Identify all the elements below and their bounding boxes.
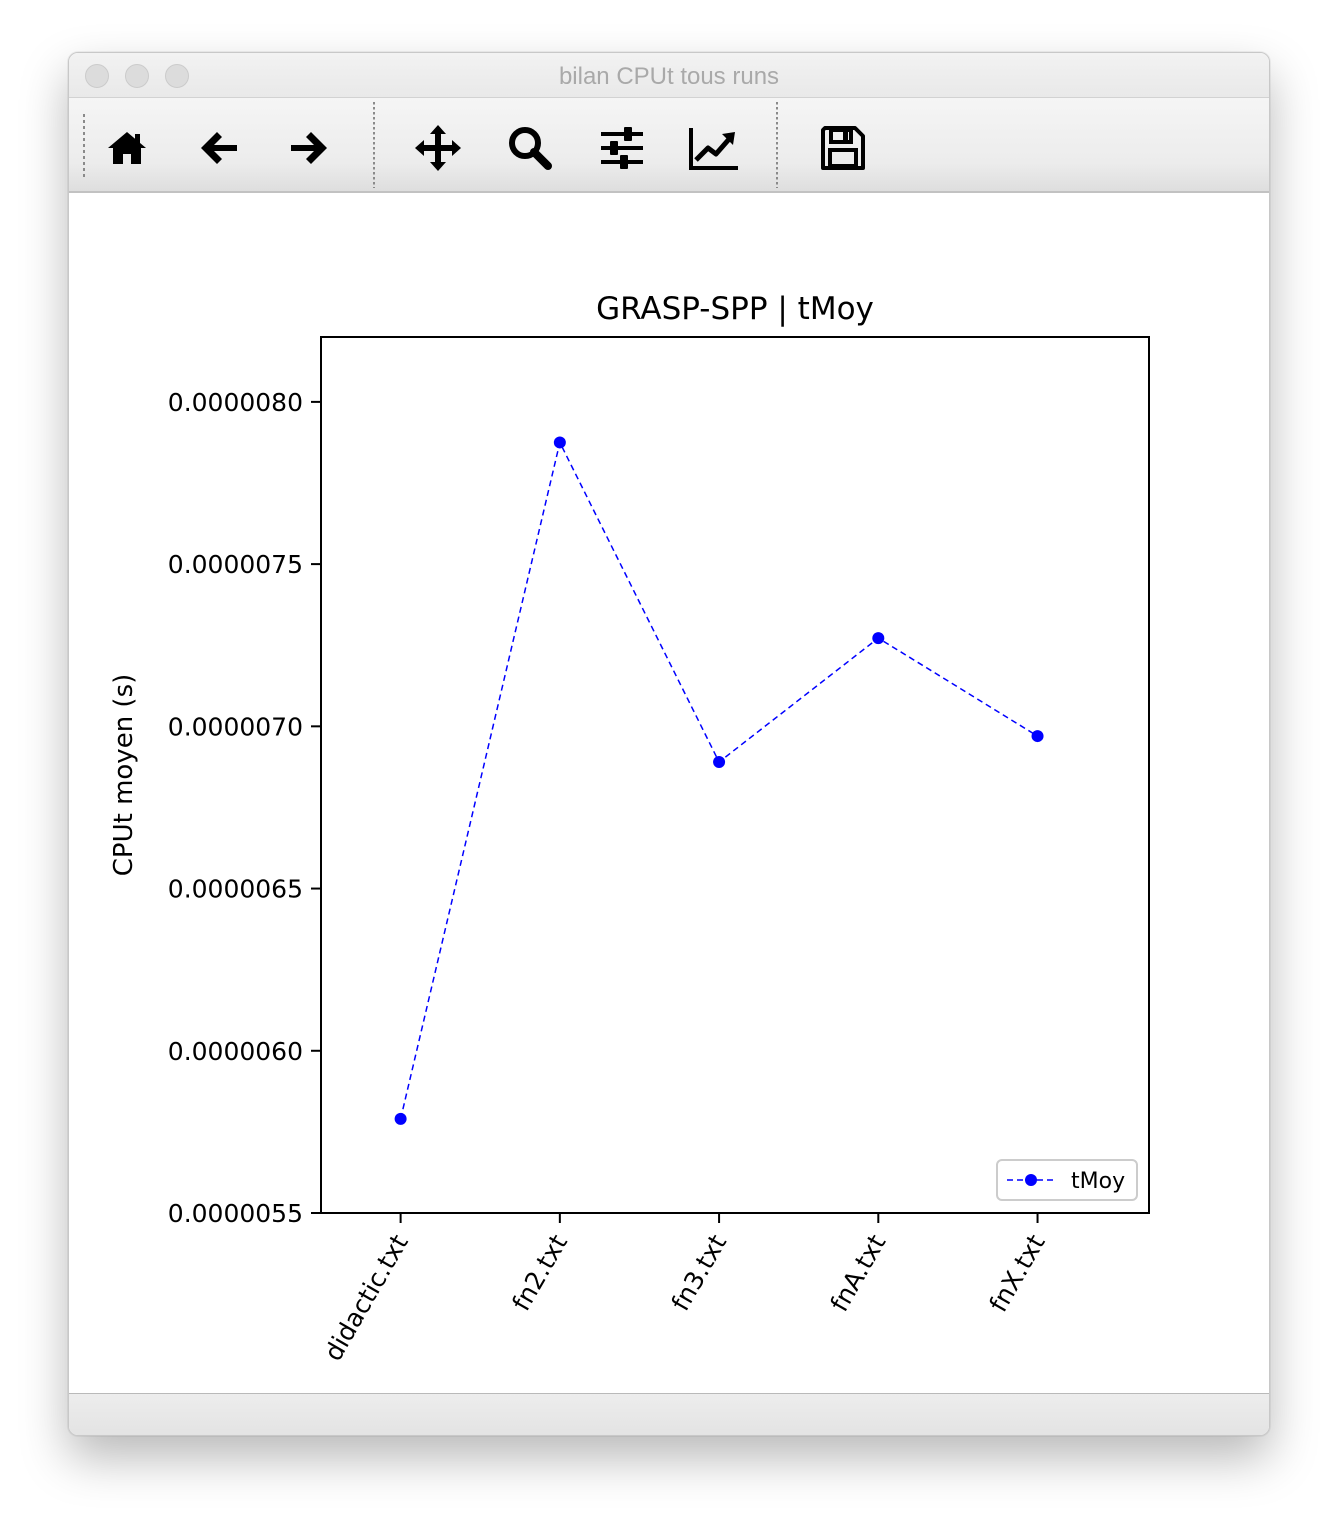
back-button[interactable] [193, 122, 245, 174]
x-axis: didactic.txt fn2.txt fn3.txt fnA.txt fnX.txt [318, 1213, 1051, 1366]
plot-area [321, 337, 1149, 1213]
navigation-toolbar [69, 98, 1269, 193]
configure-subplots-button[interactable] [596, 122, 648, 174]
y-tick-label: 0.0000080 [168, 388, 303, 417]
data-point [713, 756, 726, 769]
x-tick-label: fn2.txt [506, 1229, 573, 1315]
data-point [1031, 730, 1044, 743]
toolbar-grip[interactable] [83, 114, 85, 178]
title-bar: bilan CPUt tous runs [69, 53, 1269, 98]
y-axis: 0.0000055 0.0000060 0.0000065 0.0000070 0.00… [168, 388, 321, 1228]
zoom-window-button[interactable] [165, 64, 189, 88]
home-icon [108, 132, 146, 164]
arrow-right-icon [291, 132, 327, 164]
legend: tMoy [996, 1159, 1138, 1201]
close-window-button[interactable] [85, 64, 109, 88]
y-tick-label: 0.0000070 [168, 712, 303, 741]
y-tick-label: 0.0000060 [168, 1037, 303, 1066]
x-tick-label: fnA.txt [825, 1229, 892, 1316]
data-point [394, 1112, 407, 1125]
chart-title: GRASP-SPP | tMoy [596, 291, 874, 327]
search-icon [509, 127, 552, 170]
move-icon [415, 125, 461, 171]
y-tick-label: 0.0000065 [168, 875, 303, 904]
zoom-button[interactable] [504, 122, 556, 174]
data-point [872, 632, 885, 645]
legend-entry: tMoy [1071, 1169, 1125, 1194]
y-tick-label: 0.0000075 [168, 550, 303, 579]
floppy-disk-icon [821, 126, 865, 170]
legend-box [996, 1159, 1138, 1201]
status-bar [69, 1393, 1269, 1435]
edit-axis-button[interactable] [688, 122, 740, 174]
app-window: bilan CPUt tous runs [68, 52, 1270, 1436]
sliders-icon [601, 127, 643, 169]
y-tick-label: 0.0000055 [168, 1199, 303, 1228]
legend-marker [1025, 1174, 1037, 1186]
pan-button[interactable] [412, 122, 464, 174]
x-tick-label: fnX.txt [984, 1229, 1051, 1317]
forward-button[interactable] [283, 122, 335, 174]
toolbar-separator [776, 102, 778, 188]
data-point [553, 436, 566, 449]
chart: GRASP-SPP | tMoy CPUt moyen (s) 0.000005… [109, 291, 1150, 1366]
window-title: bilan CPUt tous runs [558, 63, 780, 90]
home-button[interactable] [101, 122, 153, 174]
series-group [394, 436, 1044, 1125]
arrow-left-icon [201, 132, 237, 164]
save-button[interactable] [817, 122, 869, 174]
axes-frame [320, 336, 1150, 1214]
x-tick-label: fn3.txt [666, 1229, 733, 1315]
figure-canvas[interactable]: GRASP-SPP | tMoy CPUt moyen (s) 0.000005… [69, 193, 1269, 1391]
toolbar-separator [373, 102, 375, 188]
minimize-window-button[interactable] [125, 64, 149, 88]
line-chart-icon [689, 128, 738, 170]
x-tick-label: didactic.txt [318, 1229, 414, 1365]
y-axis-label: CPUt moyen (s) [109, 674, 139, 877]
